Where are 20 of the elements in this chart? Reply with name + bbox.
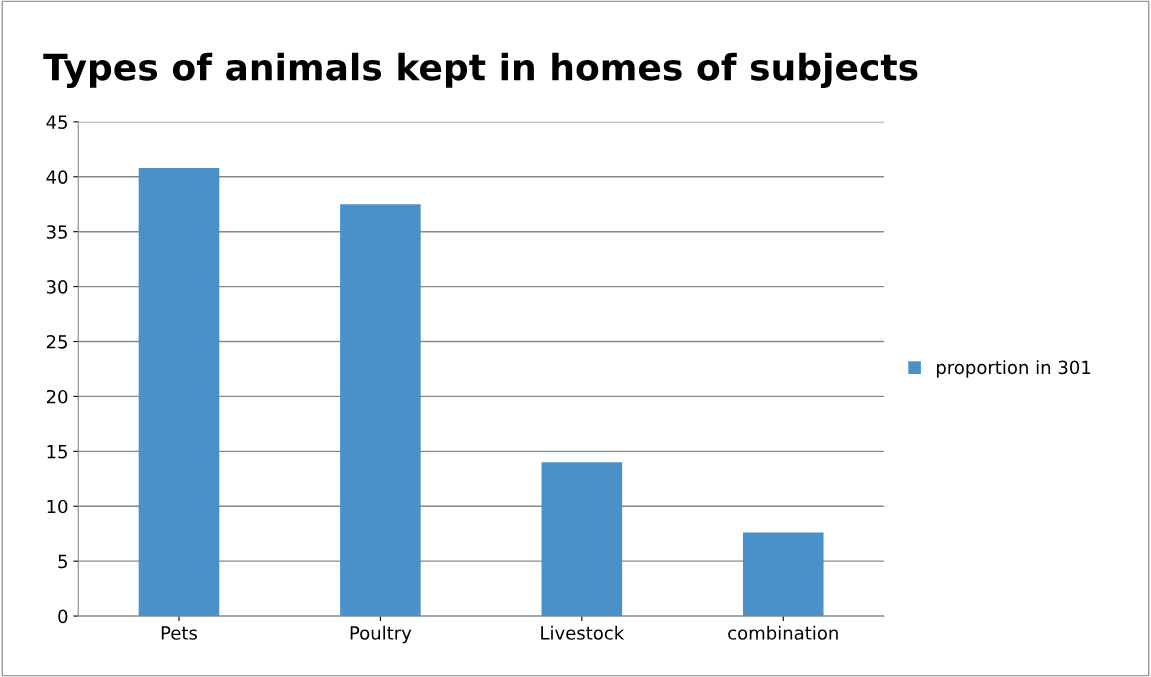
bar xyxy=(138,167,220,617)
y-tick-label: 30 xyxy=(46,280,68,294)
bar xyxy=(541,462,623,617)
y-tick-label: 25 xyxy=(46,334,67,349)
y-tick-label: 0 xyxy=(58,609,68,624)
chart-title: Types of animals kept in homes of subjects xyxy=(43,52,918,88)
y-tick-label: 15 xyxy=(47,445,67,459)
x-tick-label: Livestock xyxy=(541,625,625,640)
x-tick-label: Poultry xyxy=(350,625,412,644)
x-tick-label: Pets xyxy=(161,626,198,640)
y-tick-label: 45 xyxy=(46,115,67,129)
y-tick-label: 5 xyxy=(58,554,67,569)
y-tick-label: 40 xyxy=(46,170,68,184)
legend-label: proportion in 301 xyxy=(937,360,1091,378)
bar xyxy=(742,532,824,617)
x-tick-label: combination xyxy=(728,625,838,640)
y-tick-label: 35 xyxy=(46,225,67,239)
y-tick-label: 20 xyxy=(46,389,68,404)
bar xyxy=(340,204,421,617)
y-tick-label: 10 xyxy=(47,499,68,514)
